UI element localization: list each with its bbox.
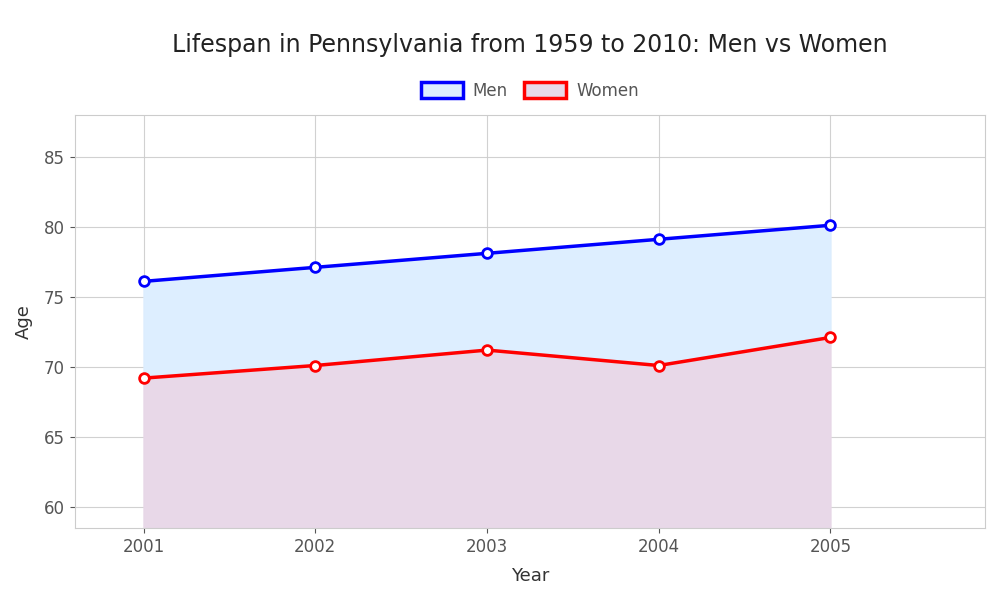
Legend: Men, Women: Men, Women — [414, 75, 645, 107]
Title: Lifespan in Pennsylvania from 1959 to 2010: Men vs Women: Lifespan in Pennsylvania from 1959 to 20… — [172, 33, 888, 57]
X-axis label: Year: Year — [511, 567, 549, 585]
Y-axis label: Age: Age — [15, 304, 33, 339]
